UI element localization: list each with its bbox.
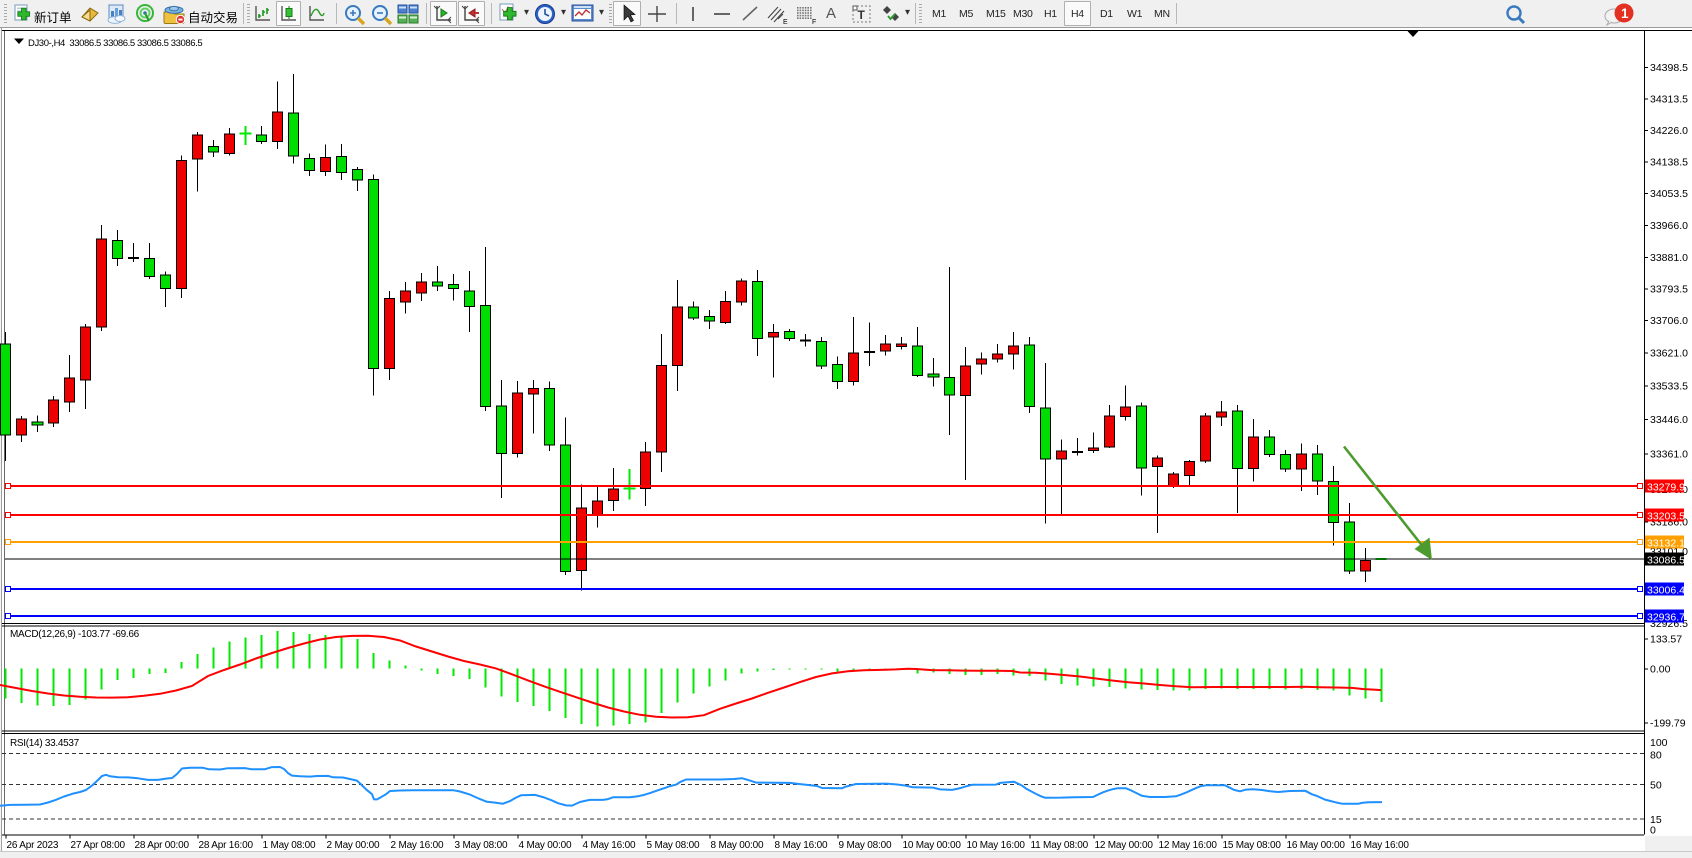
- svg-text:26 Apr 2023: 26 Apr 2023: [7, 840, 59, 851]
- svg-text:12 May 00:00: 12 May 00:00: [1095, 840, 1154, 851]
- svg-text:10 May 00:00: 10 May 00:00: [903, 840, 962, 851]
- svg-text:33621.0: 33621.0: [1650, 348, 1688, 360]
- svg-text:80: 80: [1650, 750, 1662, 762]
- svg-text:34138.5: 34138.5: [1650, 157, 1688, 169]
- svg-text:16 May 16:00: 16 May 16:00: [1351, 840, 1410, 851]
- svg-text:33966.0: 33966.0: [1650, 220, 1688, 232]
- svg-text:33881.0: 33881.0: [1650, 252, 1688, 264]
- svg-text:34313.5: 34313.5: [1650, 94, 1688, 106]
- svg-text:15: 15: [1650, 814, 1662, 826]
- svg-text:32936.7: 32936.7: [1647, 612, 1685, 624]
- svg-text:33446.0: 33446.0: [1650, 414, 1688, 426]
- svg-text:28 Apr 00:00: 28 Apr 00:00: [135, 840, 190, 851]
- svg-text:33132.1: 33132.1: [1647, 538, 1685, 550]
- svg-text:RSI(14) 33.4537: RSI(14) 33.4537: [10, 738, 80, 749]
- svg-text:100: 100: [1650, 737, 1668, 749]
- svg-text:8 May 16:00: 8 May 16:00: [775, 840, 828, 851]
- svg-text:F: F: [812, 19, 816, 26]
- svg-text:34226.0: 34226.0: [1650, 125, 1688, 137]
- svg-text:2 May 00:00: 2 May 00:00: [327, 840, 380, 851]
- svg-text:10 May 16:00: 10 May 16:00: [967, 840, 1026, 851]
- svg-text:33279.9: 33279.9: [1647, 482, 1685, 494]
- svg-text:2 May 16:00: 2 May 16:00: [391, 840, 444, 851]
- svg-text:4 May 00:00: 4 May 00:00: [519, 840, 572, 851]
- svg-text:133.57: 133.57: [1650, 634, 1682, 646]
- svg-text:1: 1: [1621, 6, 1629, 21]
- svg-text:27 Apr 08:00: 27 Apr 08:00: [71, 840, 126, 851]
- svg-text:33706.0: 33706.0: [1650, 315, 1688, 327]
- svg-text:1 May 08:00: 1 May 08:00: [263, 840, 316, 851]
- svg-text:34398.5: 34398.5: [1650, 62, 1688, 74]
- svg-text:33793.5: 33793.5: [1650, 284, 1688, 296]
- svg-text:8 May 00:00: 8 May 00:00: [711, 840, 764, 851]
- svg-text:16 May 00:00: 16 May 00:00: [1287, 840, 1346, 851]
- svg-text:DJ30-,H4 33086.5 33086.5 3308: DJ30-,H4 33086.5 33086.5 33086.5 33086.5: [28, 38, 202, 49]
- svg-text:33361.0: 33361.0: [1650, 449, 1688, 461]
- svg-text:33533.5: 33533.5: [1650, 381, 1688, 393]
- svg-text:34053.5: 34053.5: [1650, 188, 1688, 200]
- svg-text:9 May 08:00: 9 May 08:00: [839, 840, 892, 851]
- svg-text:T: T: [858, 8, 866, 22]
- svg-text:15 May 08:00: 15 May 08:00: [1223, 840, 1282, 851]
- svg-text:0.00: 0.00: [1650, 664, 1671, 676]
- svg-text:3 May 08:00: 3 May 08:00: [455, 840, 508, 851]
- svg-text:5 May 08:00: 5 May 08:00: [647, 840, 700, 851]
- svg-text:33203.5: 33203.5: [1647, 511, 1685, 523]
- svg-text:33086.5: 33086.5: [1647, 555, 1685, 567]
- svg-text:50: 50: [1650, 780, 1662, 792]
- svg-text:33006.4: 33006.4: [1647, 585, 1685, 597]
- svg-text:E: E: [783, 19, 788, 26]
- svg-text:12 May 16:00: 12 May 16:00: [1159, 840, 1218, 851]
- svg-text:4 May 16:00: 4 May 16:00: [583, 840, 636, 851]
- svg-text:11 May 08:00: 11 May 08:00: [1031, 840, 1089, 851]
- svg-text:-199.79: -199.79: [1650, 718, 1686, 730]
- svg-text:28 Apr 16:00: 28 Apr 16:00: [199, 840, 254, 851]
- svg-text:MACD(12,26,9) -103.77 -69.66: MACD(12,26,9) -103.77 -69.66: [10, 629, 140, 640]
- svg-text:0: 0: [1650, 825, 1656, 837]
